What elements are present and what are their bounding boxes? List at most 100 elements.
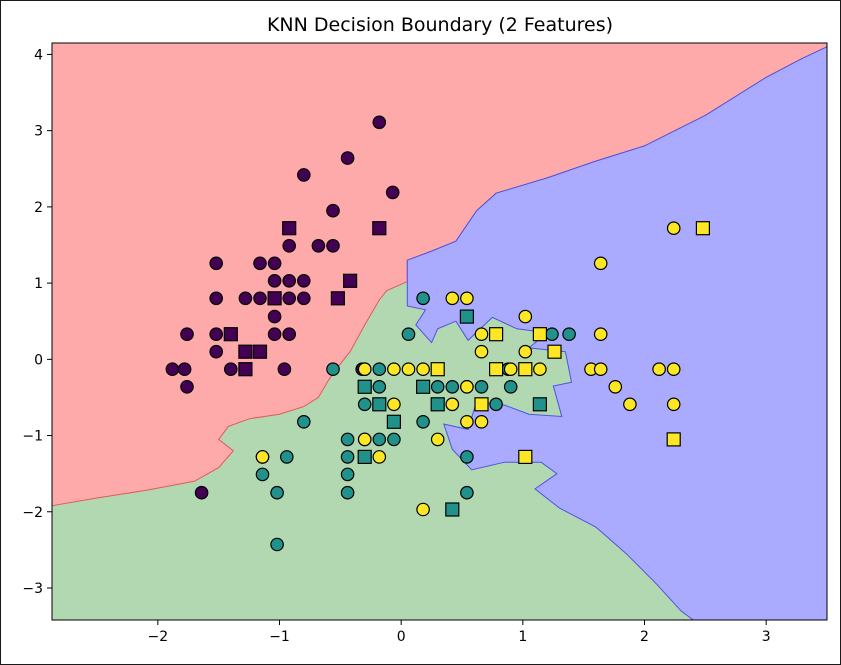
class-1-circle-point [279, 450, 294, 464]
class-0-circle-point [296, 168, 311, 182]
class-2-circle-point [518, 309, 533, 324]
class-0-circle-point [282, 239, 296, 253]
class-2-square-point [474, 397, 489, 412]
class-1-square-point [445, 502, 460, 517]
class-2-circle-point [387, 362, 401, 376]
class-0-circle-point [326, 239, 340, 253]
class-2-circle-point [593, 362, 608, 376]
data-points [165, 115, 711, 552]
class-2-square-point [695, 221, 711, 236]
class-1-circle-point [387, 432, 401, 447]
class-0-circle-point [209, 256, 223, 271]
class-0-square-point [343, 273, 358, 288]
class-2-circle-point [608, 379, 623, 394]
class-0-circle-point [253, 256, 267, 271]
class-0-circle-point [385, 185, 400, 200]
class-2-circle-point [357, 432, 372, 447]
class-0-circle-point [282, 327, 296, 341]
class-1-square-point [532, 397, 548, 412]
class-1-circle-point [270, 485, 284, 500]
class-0-square-point [223, 327, 238, 342]
class-1-circle-point [340, 467, 355, 482]
class-1-circle-point [401, 327, 416, 341]
class-2-square-point [489, 362, 504, 377]
class-0-circle-point [267, 327, 282, 341]
y-tick-label: 3 [34, 124, 43, 140]
class-1-circle-point [416, 414, 430, 429]
class-1-circle-point [255, 467, 270, 482]
class-2-circle-point [357, 362, 372, 376]
x-tick-label: 2 [640, 629, 649, 645]
class-2-square-point [489, 327, 504, 342]
class-2-circle-point [593, 256, 608, 271]
class-0-circle-point [238, 291, 253, 306]
chart-title: KNN Decision Boundary (2 Features) [267, 14, 613, 36]
x-tick-label: 1 [518, 629, 527, 645]
class-1-circle-point [430, 379, 445, 394]
class-2-square-point [430, 362, 445, 377]
class-1-circle-point [357, 397, 372, 412]
axes: −2 −1 0 1 2 3 −3 −2 −1 0 1 2 3 4 [22, 42, 828, 645]
class-2-square-point [518, 362, 533, 377]
y-tick-label: −2 [22, 505, 43, 521]
x-tick-label: −2 [148, 629, 169, 645]
y-tick-label: 2 [34, 200, 43, 216]
class-2-circle-point [503, 362, 518, 376]
class-0-circle-point [194, 485, 209, 500]
y-tick-label: −1 [22, 429, 43, 445]
class-0-square-point [252, 344, 268, 359]
class-2-circle-point [666, 362, 681, 376]
class-0-square-point [238, 344, 253, 359]
class-2-circle-point [460, 414, 474, 429]
class-1-circle-point [460, 450, 474, 464]
class-0-circle-point [253, 291, 267, 306]
class-2-circle-point [652, 362, 666, 376]
class-2-circle-point [666, 221, 681, 235]
class-1-circle-point [445, 379, 460, 394]
class-1-circle-point [474, 379, 489, 394]
class-1-square-point [416, 379, 431, 394]
class-1-square-point [357, 449, 372, 464]
x-tick-label: 0 [397, 629, 406, 645]
class-1-circle-point [372, 362, 387, 376]
class-0-circle-point [267, 273, 282, 288]
class-2-circle-point [445, 291, 460, 306]
class-2-circle-point [372, 450, 387, 464]
class-0-circle-point [282, 291, 296, 306]
class-1-circle-point [489, 397, 503, 412]
class-2-circle-point [401, 362, 416, 376]
class-2-square-point [532, 327, 548, 342]
x-tick-label: 3 [762, 629, 771, 645]
x-tick-label: −1 [269, 629, 290, 645]
class-2-circle-point [255, 450, 270, 464]
class-1-square-point [357, 379, 372, 394]
class-2-circle-point [474, 344, 489, 359]
class-1-square-point [430, 397, 445, 412]
class-1-square-point [386, 414, 401, 429]
y-tick-label: 4 [34, 47, 43, 63]
class-2-circle-point [666, 397, 681, 412]
class-2-circle-point [445, 397, 460, 412]
class-2-circle-point [416, 502, 430, 517]
class-0-circle-point [311, 239, 326, 253]
class-0-circle-point [340, 151, 355, 165]
class-2-square-point [518, 449, 533, 464]
class-2-circle-point [460, 291, 474, 306]
y-tick-label: 1 [34, 276, 43, 292]
class-2-circle-point [474, 327, 489, 341]
class-0-circle-point [209, 291, 223, 306]
class-2-circle-point [623, 397, 637, 412]
class-0-square-point [282, 221, 297, 236]
class-0-circle-point [209, 327, 223, 341]
class-2-circle-point [416, 362, 430, 376]
class-1-circle-point [545, 327, 559, 341]
class-1-circle-point [340, 432, 355, 447]
class-2-circle-point [430, 432, 445, 447]
class-0-circle-point [277, 362, 292, 376]
class-0-square-point [372, 221, 387, 236]
class-2-circle-point [518, 344, 533, 359]
class-2-circle-point [474, 414, 489, 429]
class-1-circle-point [372, 432, 387, 447]
class-1-square-point [459, 309, 474, 324]
class-1-square-point [372, 397, 387, 412]
